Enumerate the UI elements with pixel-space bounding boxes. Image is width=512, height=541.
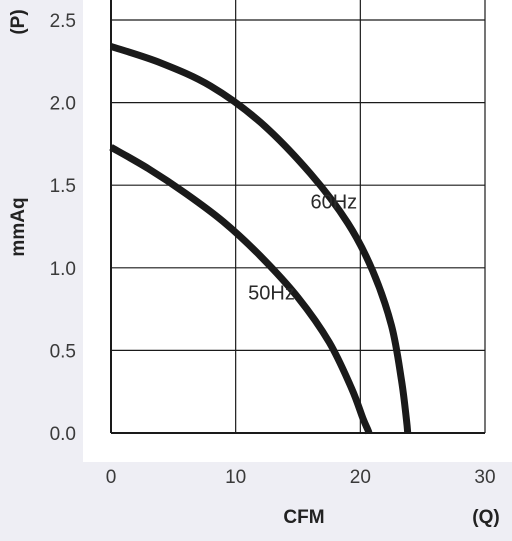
- series-line-50hz: [109, 144, 373, 435]
- y-tick-label: 2.0: [50, 94, 76, 115]
- y-tick-label: 1.0: [50, 259, 76, 280]
- y-tick-label: 2.5: [50, 11, 76, 32]
- series-layer: [109, 43, 412, 435]
- curve-label-60hz: 60Hz: [310, 192, 357, 214]
- tick-labels: 0 10 20 30 0.0 0.5 1.0 1.5 2.0 2.5: [50, 11, 496, 488]
- x-tick-label: 20: [350, 467, 371, 488]
- x-axis-title: CFM: [283, 507, 324, 528]
- y-axis-unit: (P): [8, 9, 29, 34]
- series-line-60hz: [109, 43, 412, 434]
- y-tick-label: 0.0: [50, 424, 76, 445]
- y-tick-label: 0.5: [50, 341, 76, 362]
- y-axis-title: mmAq: [8, 197, 29, 256]
- x-tick-label: 30: [474, 467, 495, 488]
- x-tick-label: 0: [106, 467, 117, 488]
- x-tick-label: 10: [225, 467, 246, 488]
- plot-area: [111, 0, 485, 433]
- y-tick-label: 1.5: [50, 176, 76, 197]
- curve-label-50hz: 50Hz: [248, 283, 295, 305]
- left-label-band: [0, 0, 83, 541]
- annotation-layer: 60Hz 50Hz: [248, 192, 357, 305]
- x-axis-unit: (Q): [472, 507, 499, 528]
- bottom-label-band: [83, 462, 512, 541]
- plot-background: [111, 0, 485, 433]
